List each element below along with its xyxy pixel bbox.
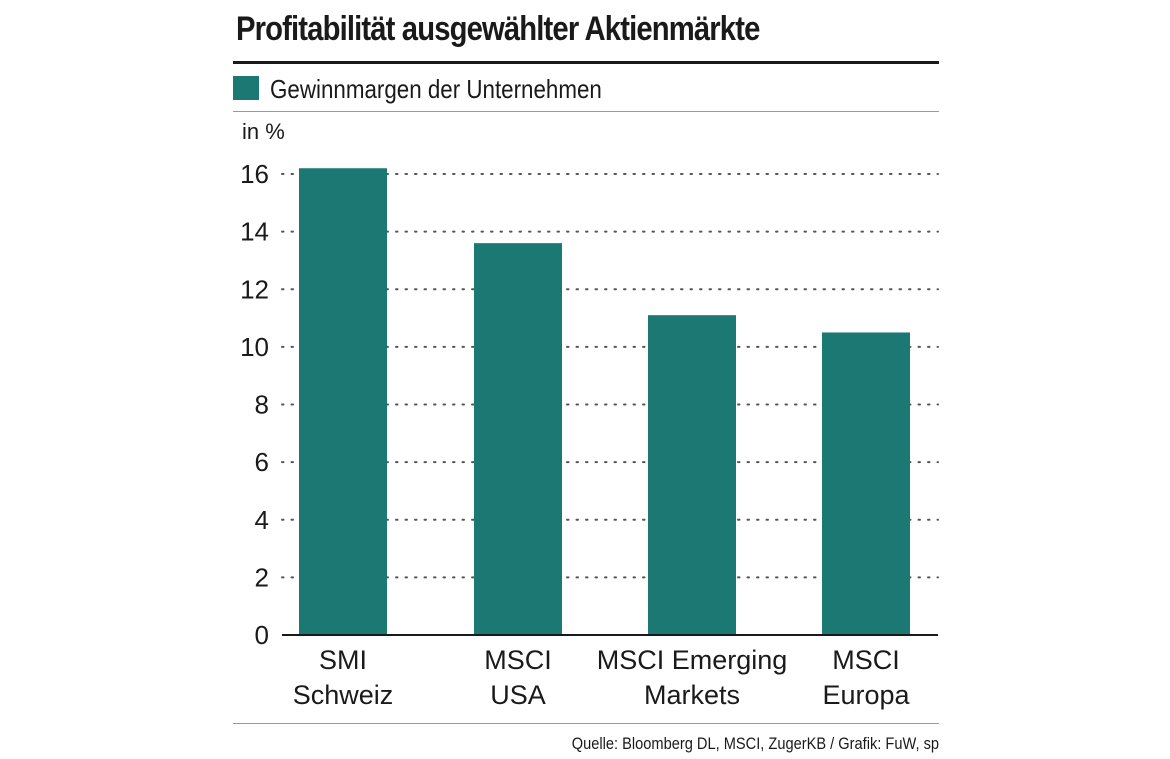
x-tick-label: SMI <box>319 645 367 675</box>
x-tick-label: MSCI <box>832 645 900 675</box>
y-tick-label: 6 <box>255 447 269 477</box>
x-tick-label: MSCI Emerging <box>597 645 788 675</box>
footer-rule <box>233 723 939 724</box>
legend-rule <box>233 111 939 112</box>
y-tick-label: 8 <box>255 390 269 420</box>
bar <box>648 315 736 635</box>
x-tick-label: Schweiz <box>293 680 394 710</box>
bar <box>822 332 910 635</box>
y-tick-label: 2 <box>255 562 269 592</box>
y-tick-label: 10 <box>240 332 269 362</box>
y-axis-label: in % <box>242 119 285 144</box>
source-note: Quelle: Bloomberg DL, MSCI, ZugerKB / Gr… <box>571 734 939 753</box>
x-tick-label: Europa <box>822 680 910 710</box>
x-tick-label: USA <box>490 680 546 710</box>
bar <box>299 168 387 636</box>
title-rule <box>233 61 939 64</box>
legend-label: Gewinnmargen der Unternehmen <box>270 74 602 104</box>
y-tick-label: 4 <box>255 505 269 535</box>
chart-title: Profitabilität ausgewählter Aktienmärkte <box>236 10 760 48</box>
y-tick-label: 14 <box>240 217 269 247</box>
y-tick-label: 12 <box>240 274 269 304</box>
y-tick-label: 0 <box>255 620 269 650</box>
x-tick-label: Markets <box>644 680 740 710</box>
legend-swatch <box>233 76 259 100</box>
y-tick-label: 16 <box>240 159 269 189</box>
bar <box>474 243 562 635</box>
x-tick-label: MSCI <box>484 645 552 675</box>
